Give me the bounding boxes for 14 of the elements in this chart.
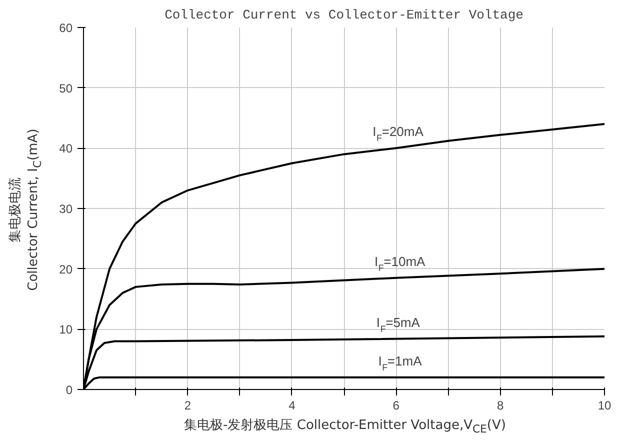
y-tick-label: 0 — [66, 383, 73, 397]
y-tick-label: 50 — [59, 81, 73, 96]
y-tick-label: 10 — [59, 322, 73, 337]
x-tick-label: 4 — [288, 398, 296, 412]
x-axis-title: 集电极-发射极电压 Collector-Emitter Voltage,V$_{CE}$(V) — [183, 417, 507, 438]
x-tick-label: 8 — [496, 398, 504, 412]
y-tick-label: 60 — [59, 21, 73, 35]
x-tick-label: 2 — [184, 398, 192, 412]
y-tick-label: 40 — [59, 142, 73, 156]
chart-title: Collector Current vs Collector-Emitter Voltage — [164, 8, 524, 22]
y-tick-label: 30 — [59, 202, 73, 216]
x-tick-label: 10 — [598, 398, 612, 412]
y-tick-label: 20 — [59, 262, 73, 276]
x-tick-label: 6 — [392, 398, 400, 412]
